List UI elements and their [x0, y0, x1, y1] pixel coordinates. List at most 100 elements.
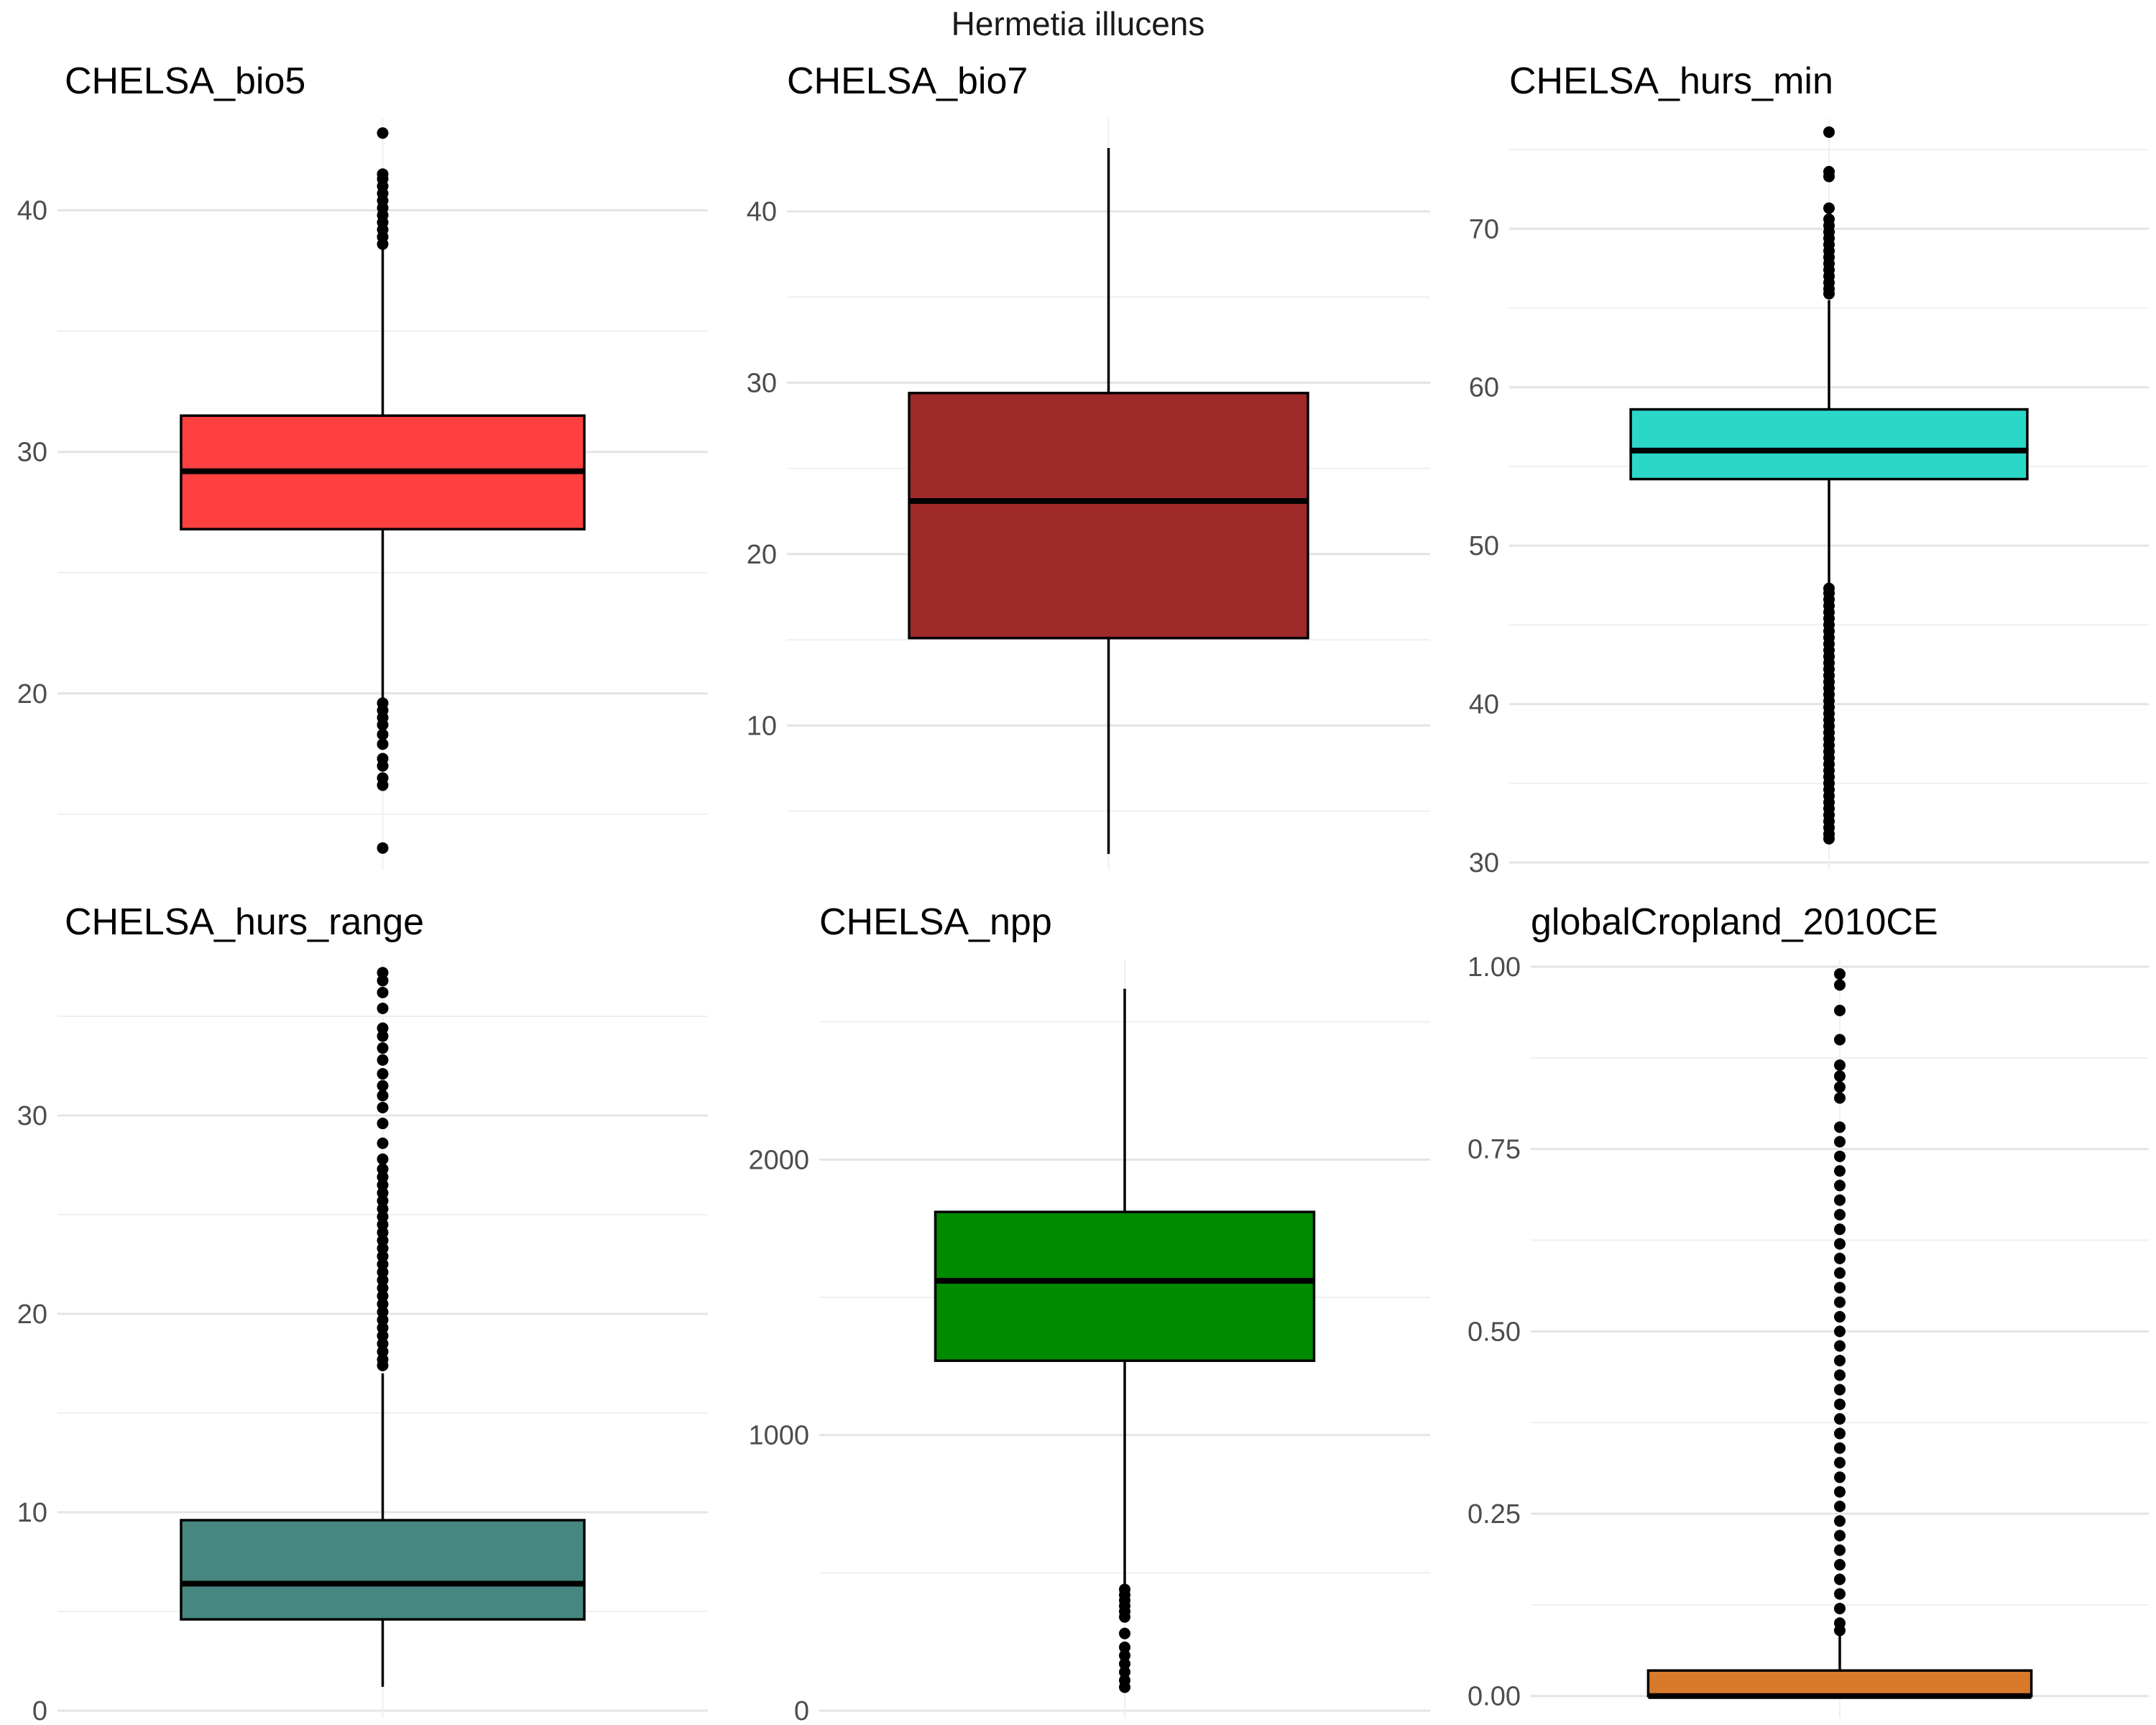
outlier-point — [377, 1179, 389, 1191]
outlier-point — [377, 1259, 389, 1270]
outlier-point — [1823, 288, 1835, 300]
outlier-point — [1823, 202, 1835, 214]
outlier-point — [1834, 1282, 1846, 1294]
y-tick-label: 0.25 — [1468, 1499, 1521, 1530]
outlier-point — [377, 760, 389, 772]
iqr-box — [934, 1210, 1316, 1362]
panel-CHELSA_npp: CHELSA_npp 0 1000 2000 — [748, 901, 1430, 1725]
outlier-point — [1823, 126, 1835, 138]
panel-title: globalCropland_2010CE — [1531, 901, 1938, 943]
outlier-point — [377, 1322, 389, 1334]
outlier-point — [377, 728, 389, 740]
y-tick-label: 20 — [747, 540, 777, 570]
y-tick-label: 70 — [1469, 214, 1499, 244]
panel-title: CHELSA_hurs_range — [65, 901, 424, 943]
panel-CHELSA_hurs_min: CHELSA_hurs_min 30 40 50 60 70 — [1469, 60, 2149, 878]
outlier-point — [377, 1002, 389, 1014]
panel-title: CHELSA_hurs_min — [1509, 60, 1833, 102]
outlier-point — [1834, 1530, 1846, 1542]
outlier-point — [377, 1163, 389, 1175]
outlier-point — [377, 1290, 389, 1302]
outlier-point — [1834, 1092, 1846, 1104]
outlier-point — [377, 1306, 389, 1318]
outlier-point — [1834, 1059, 1846, 1071]
outlier-point — [1834, 1121, 1846, 1133]
outlier-point — [377, 1042, 389, 1054]
panel-title: CHELSA_bio5 — [65, 60, 305, 102]
outlier-point — [1834, 968, 1846, 980]
outlier-point — [1119, 1650, 1130, 1662]
outlier-point — [1834, 1398, 1846, 1410]
outlier-point — [1834, 1296, 1846, 1308]
outlier-point — [377, 1080, 389, 1092]
outlier-point — [377, 1330, 389, 1342]
outlier-point — [377, 1282, 389, 1294]
outlier-point — [1834, 1559, 1846, 1571]
outlier-point — [1834, 1252, 1846, 1264]
iqr-box — [1646, 1669, 2033, 1698]
outlier-point — [377, 1022, 389, 1034]
panel-title: CHELSA_bio7 — [787, 60, 1028, 102]
iqr-box — [1629, 408, 2029, 481]
outlier-point — [1834, 1588, 1846, 1600]
outlier-point — [377, 719, 389, 731]
outlier-point — [377, 1202, 389, 1215]
y-tick-label: 10 — [17, 1498, 47, 1528]
outlier-point — [1834, 1384, 1846, 1396]
y-tick-label: 40 — [747, 197, 777, 227]
outlier-point — [377, 1210, 389, 1223]
outlier-point — [1119, 1611, 1130, 1623]
outlier-point — [377, 1359, 389, 1371]
outlier-point — [377, 1226, 389, 1238]
y-tick-label: 30 — [747, 369, 777, 399]
outlier-point — [377, 986, 389, 998]
outlier-point — [1834, 1194, 1846, 1206]
outlier-point — [1119, 1681, 1130, 1693]
outlier-point — [377, 1187, 389, 1199]
y-tick-label: 0.50 — [1468, 1317, 1521, 1347]
outlier-point — [1823, 832, 1835, 845]
outlier-point — [1834, 1544, 1846, 1556]
outlier-point — [377, 779, 389, 791]
outlier-point — [377, 1298, 389, 1310]
y-tick-label: 20 — [17, 1300, 47, 1330]
outlier-point — [1834, 1442, 1846, 1454]
outlier-point — [1119, 1657, 1130, 1670]
outlier-point — [1834, 1413, 1846, 1425]
panel-CHELSA_bio5: CHELSA_bio5 20 30 40 — [17, 60, 708, 870]
outlier-point — [1834, 1034, 1846, 1046]
outlier-point — [377, 975, 389, 987]
outlier-point — [1834, 1427, 1846, 1440]
y-tick-label: 60 — [1469, 373, 1499, 403]
outlier-point — [377, 967, 389, 979]
outlier-point — [377, 1171, 389, 1183]
outlier-point — [1834, 1457, 1846, 1468]
y-tick-label: 0.00 — [1468, 1682, 1521, 1712]
panel-globalCropland_2010CE: globalCropland_2010CE 0.00 0.25 0.50 0.75 1.0… — [1468, 901, 2149, 1718]
outlier-point — [1823, 170, 1835, 183]
y-tick-label: 30 — [17, 438, 47, 468]
outlier-point — [377, 1195, 389, 1207]
outlier-point — [377, 1068, 389, 1080]
outlier-point — [1119, 1641, 1130, 1653]
outlier-point — [1834, 1238, 1846, 1250]
outlier-point — [1834, 979, 1846, 991]
outlier-point — [1834, 1340, 1846, 1352]
y-tick-label: 2000 — [748, 1145, 809, 1175]
outlier-point — [1834, 1179, 1846, 1192]
outlier-point — [377, 1314, 389, 1326]
outlier-point — [1834, 1624, 1846, 1637]
outlier-point — [377, 238, 389, 250]
y-tick-label: 10 — [747, 711, 777, 741]
y-tick-label: 0 — [32, 1696, 47, 1725]
outlier-point — [377, 1274, 389, 1287]
outlier-point — [377, 1242, 389, 1254]
panel-CHELSA_hurs_range: CHELSA_hurs_range 0 10 20 30 — [17, 901, 708, 1725]
y-tick-label: 40 — [1469, 690, 1499, 720]
outlier-point — [1834, 1136, 1846, 1148]
y-tick-label: 30 — [1469, 848, 1499, 878]
outlier-point — [1834, 1500, 1846, 1512]
outlier-point — [377, 127, 389, 139]
panel-title: CHELSA_npp — [819, 901, 1052, 943]
